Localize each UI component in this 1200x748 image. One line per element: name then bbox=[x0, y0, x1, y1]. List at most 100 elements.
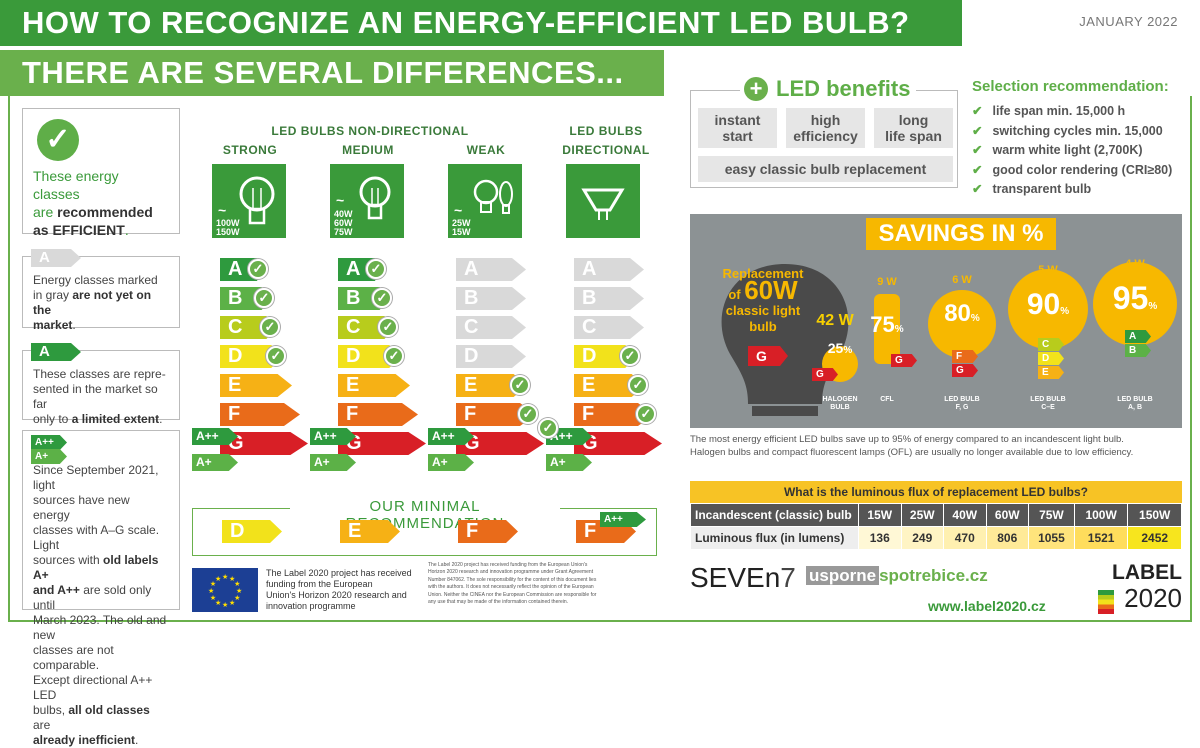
class-a-arrow-directional: A bbox=[574, 258, 644, 281]
old-class-app-arrow: A++ bbox=[31, 435, 67, 450]
eu-star-icon: ★ bbox=[229, 575, 235, 583]
directional-spot-icon bbox=[566, 164, 640, 238]
eu-star-icon: ★ bbox=[215, 599, 221, 607]
spotlight-icon bbox=[581, 188, 625, 220]
bulb-watts: 42 W bbox=[816, 312, 854, 329]
bulb-name: LED BULB F, G bbox=[944, 396, 980, 411]
old-class-app-strong: A++ bbox=[192, 428, 238, 445]
bulb-percent: 25% bbox=[827, 340, 853, 356]
row2-label: Luminous flux (in lumens) bbox=[690, 526, 859, 550]
limited-text-3a: only to bbox=[33, 412, 72, 426]
check-icon: ✔ bbox=[972, 104, 983, 118]
rec-text-3a: as bbox=[33, 222, 53, 238]
old-text-5b: are sold only until bbox=[33, 583, 152, 612]
medium-title: MEDIUM bbox=[342, 143, 394, 157]
old-text-8: Except directional A++ LED bbox=[33, 673, 153, 702]
check-icon: ✔ bbox=[972, 143, 983, 157]
bulb-percent: 80% bbox=[944, 300, 980, 327]
bulb-icon bbox=[359, 176, 391, 220]
website-link[interactable]: www.label2020.cz bbox=[928, 598, 1046, 614]
savings-note-1: The most energy efficient LED bulbs save… bbox=[690, 434, 1124, 445]
checkmark-icon: ✓ bbox=[366, 259, 386, 279]
checkmark-icon: ✓ bbox=[378, 317, 398, 337]
eu-star-icon: ★ bbox=[210, 580, 216, 588]
bulb-percent: 75% bbox=[870, 312, 904, 337]
old-text-5a: and A++ bbox=[33, 583, 80, 597]
bulb-icon bbox=[239, 176, 275, 225]
strong-bulb-icon: ~ 100W 150W bbox=[212, 164, 286, 238]
old-class-ap-directional: A+ bbox=[546, 454, 592, 471]
bulb-class-arrow: G bbox=[812, 368, 838, 381]
old-text-10: already inefficient bbox=[33, 733, 136, 747]
old-class-ap-medium: A+ bbox=[310, 454, 356, 471]
benefit-high-efficiency: high efficiency bbox=[786, 108, 865, 148]
bulb-icon bbox=[473, 179, 513, 214]
benefits-title-wrap: + LED benefits bbox=[740, 76, 916, 102]
checkmark-icon: ✓ bbox=[510, 375, 530, 395]
watt-cell: 60W bbox=[985, 503, 1029, 527]
medium-watt-1: 40W bbox=[334, 209, 353, 219]
directional-title-1: LED BULBS bbox=[569, 124, 643, 138]
checkmark-icon: ✓ bbox=[266, 346, 286, 366]
watt-cell: 75W bbox=[1028, 503, 1075, 527]
directional-title-2: DIRECTIONAL bbox=[562, 143, 650, 157]
check-icon: ✔ bbox=[972, 123, 983, 138]
class-d-arrow-weak: D bbox=[456, 345, 526, 368]
eu-star-icon: ★ bbox=[236, 587, 242, 595]
class-f-arrow-strong: F bbox=[220, 403, 300, 426]
eu-star-icon: ★ bbox=[215, 575, 221, 583]
bulb-class-arrow: G bbox=[891, 354, 917, 367]
label-bars-icon bbox=[1098, 590, 1114, 614]
lumens-title: What is the luminous flux of replacement… bbox=[690, 481, 1182, 503]
selection-list: ✔ life span min. 15,000 h ✔ switching cycle… bbox=[972, 102, 1172, 200]
selection-item: ✔ life span min. 15,000 h bbox=[972, 104, 1126, 118]
selection-item: ✔ good color rendering (CRI≥80) bbox=[972, 162, 1173, 177]
old-class-ap-arrow: A+ bbox=[31, 449, 67, 464]
bulb-name: LED BULB C–E bbox=[1030, 396, 1066, 411]
checkmark-icon: ✓ bbox=[628, 375, 648, 395]
gray-text-3: market bbox=[33, 318, 73, 332]
checkmark-icon: ✓ bbox=[248, 259, 268, 279]
eu-funding-text: The Label 2020 project has received fundi… bbox=[266, 568, 412, 611]
benefit-instant-start: instant start bbox=[698, 108, 777, 148]
old-text-2: sources have new energy bbox=[33, 493, 130, 522]
old-class-app-weak: A++ bbox=[428, 428, 474, 445]
rec-text-3c: . bbox=[124, 222, 129, 238]
nondirectional-title: LED BULBS NON-DIRECTIONAL bbox=[271, 124, 469, 138]
savings-title: SAVINGS IN % bbox=[866, 218, 1056, 250]
disclaimer-text: The Label 2020 project has received fund… bbox=[428, 562, 597, 606]
bulb-class-arrow: G bbox=[952, 364, 978, 377]
old-text-10c: . bbox=[135, 733, 139, 747]
checkmark-icon: ✓ bbox=[538, 418, 558, 438]
old-text-1: Since September 2021, light bbox=[33, 463, 159, 492]
eu-flag: ★ ★ ★ ★ ★ ★ ★ ★ ★ ★ ★ ★ bbox=[192, 568, 258, 612]
old-text-9a: bulbs, bbox=[33, 703, 69, 717]
flux-cell: 1055 bbox=[1028, 526, 1075, 550]
selection-item: ✔ switching cycles min. 15,000 bbox=[972, 123, 1163, 138]
rec-text-3b: EFFICIENT bbox=[52, 222, 125, 238]
plus-circle-icon: + bbox=[744, 77, 768, 101]
tilde-symbol: ~ bbox=[454, 202, 463, 218]
eu-stars-icon: ★★★★★★★★★ ★ ★★ bbox=[208, 573, 242, 609]
date: JANUARY 2022 bbox=[1079, 14, 1178, 29]
selection-title: Selection recommendation: bbox=[972, 78, 1169, 95]
bulb-class-arrow: E bbox=[1038, 366, 1064, 379]
limited-class-arrow: A bbox=[31, 343, 81, 361]
eu-star-icon: ★ bbox=[222, 601, 228, 609]
old-text-6: March 2023. The old and new bbox=[33, 613, 167, 642]
bulb-class-arrow: C bbox=[1038, 338, 1064, 351]
class-f-arrow-weak: F bbox=[456, 403, 536, 426]
weak-watt-2: 15W bbox=[452, 227, 471, 237]
flux-cell: 2452 bbox=[1127, 526, 1182, 550]
replacement-class: G bbox=[748, 346, 788, 366]
selection-item: ✔ warm white light (2,700K) bbox=[972, 143, 1143, 157]
flux-cell: 806 bbox=[985, 526, 1029, 550]
subtitle: THERE ARE SEVERAL DIFFERENCES... bbox=[0, 50, 664, 96]
gray-class-arrow: A bbox=[31, 249, 81, 267]
checkmark-icon: ✓ bbox=[372, 288, 392, 308]
old-text-4b: old labels A+ bbox=[33, 553, 159, 582]
strong-watt-1: 100W bbox=[216, 218, 240, 228]
limited-text-1: These classes are repre- bbox=[33, 367, 166, 381]
eu-star-icon: ★ bbox=[222, 573, 228, 581]
weak-title: WEAK bbox=[466, 143, 506, 157]
